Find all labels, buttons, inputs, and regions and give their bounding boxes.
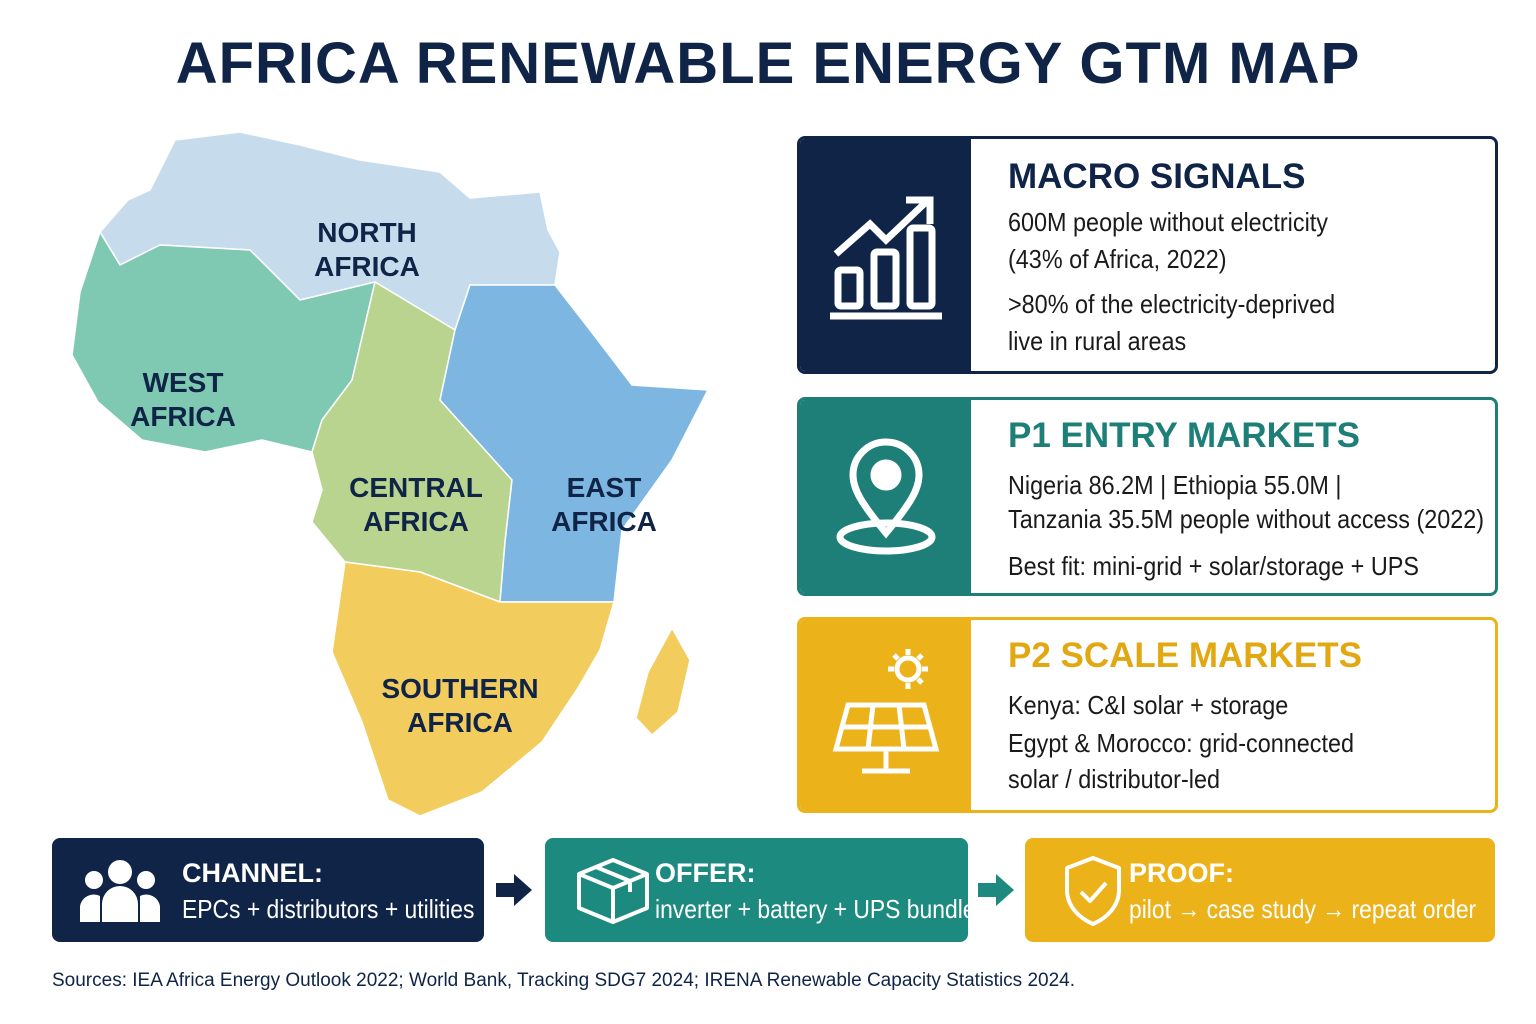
card-p1: P1 ENTRY MARKETS Nigeria 86.2M | Ethiopi… [797,397,1498,596]
icon-panel [800,620,971,810]
card-heading: P1 ENTRY MARKETS [1008,416,1360,455]
card-text: live in rural areas [1008,326,1187,356]
card-p2: P2 SCALE MARKETS Kenya: C&I solar + stor… [797,617,1498,813]
card-text: Tanzania 35.5M people without access (20… [1008,504,1485,534]
region-label: EAST [567,472,642,503]
step-offer: OFFER: inverter + battery + UPS bundles [545,838,987,942]
footer-sources: Sources: IEA Africa Energy Outlook 2022;… [52,970,1076,991]
solar-icon [832,649,939,774]
pin-icon [836,438,935,554]
icon-panel [800,400,971,593]
region-label: AFRICA [551,506,657,537]
card-text: >80% of the electricity-deprived [1008,289,1336,319]
region-southern [331,561,615,817]
step-heading: OFFER: [655,858,756,888]
step-text: pilot → case study → repeat order [1129,894,1477,924]
region-label: AFRICA [314,251,420,282]
card-heading: P2 SCALE MARKETS [1008,636,1362,675]
arrow [496,874,532,906]
arrow [978,874,1014,906]
card-text: Egypt & Morocco: grid-connected [1008,728,1354,758]
card-text: solar / distributor-led [1008,764,1220,794]
title: AFRICA RENEWABLE ENERGY GTM MAP [175,31,1361,96]
card-text: Kenya: C&I solar + storage [1008,690,1289,720]
icon-panel [800,139,971,371]
step-proof: PROOF: pilot → case study → repeat order [1025,838,1495,942]
region-label: NORTH [317,217,417,248]
box-icon [577,858,649,924]
region-label: AFRICA [407,707,513,738]
region-label: AFRICA [363,506,469,537]
step-text: EPCs + distributors + utilities [182,894,475,924]
people-icon [80,860,160,922]
step-heading: PROOF: [1129,858,1234,888]
card-text: Best fit: mini-grid + solar/storage + UP… [1008,551,1419,581]
card-macro: MACRO SIGNALS 600M people without electr… [797,136,1498,374]
madagascar [635,627,691,736]
step-heading: CHANNEL: [182,858,323,888]
africa-map: NORTH AFRICA WEST AFRICA CENTRAL AFRICA … [71,131,709,817]
region-label: AFRICA [130,401,236,432]
card-text: Nigeria 86.2M | Ethiopia 55.0M | [1008,470,1342,500]
region-label: SOUTHERN [381,673,538,704]
step-channel: CHANNEL: EPCs + distributors + utilities [52,838,484,942]
region-label: CENTRAL [349,472,483,503]
card-heading: MACRO SIGNALS [1008,157,1306,196]
region-label: WEST [143,367,224,398]
region-labels: NORTH AFRICA WEST AFRICA CENTRAL AFRICA … [130,217,657,738]
card-text: 600M people without electricity [1008,207,1328,237]
chart-icon [829,196,942,320]
card-text: (43% of Africa, 2022) [1008,244,1227,274]
step-text: inverter + battery + UPS bundles [655,894,987,924]
shield-icon [1065,856,1121,926]
